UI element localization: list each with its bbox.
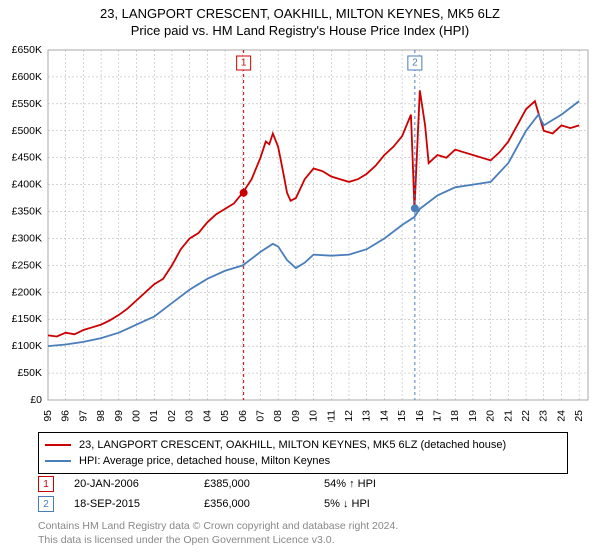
event-pct: 54% ↑ HPI (324, 478, 444, 490)
svg-text:2002: 2002 (166, 410, 178, 422)
legend-label: 23, LANGPORT CRESCENT, OAKHILL, MILTON K… (79, 439, 506, 451)
svg-text:2003: 2003 (184, 410, 196, 422)
svg-text:£400K: £400K (12, 179, 42, 191)
svg-text:2006: 2006 (237, 410, 249, 422)
svg-text:1: 1 (241, 58, 247, 69)
svg-text:£550K: £550K (12, 98, 42, 110)
event-price: £385,000 (204, 478, 324, 490)
svg-text:2007: 2007 (254, 410, 266, 422)
svg-text:2025: 2025 (573, 410, 585, 422)
svg-text:2009: 2009 (290, 410, 302, 422)
footer-line-2: This data is licensed under the Open Gov… (38, 534, 398, 548)
legend-swatch (45, 460, 71, 462)
svg-text:2020: 2020 (485, 410, 497, 422)
legend-item: 23, LANGPORT CRESCENT, OAKHILL, MILTON K… (45, 437, 561, 453)
svg-text:£300K: £300K (12, 232, 42, 244)
event-date: 18-SEP-2015 (74, 498, 204, 510)
event-row: 2 18-SEP-2015 £356,000 5% ↓ HPI (38, 494, 444, 514)
svg-text:2019: 2019 (467, 410, 479, 422)
svg-text:2022: 2022 (520, 410, 532, 422)
svg-text:£600K: £600K (12, 71, 42, 83)
svg-text:£350K: £350K (12, 206, 42, 218)
chart-area: £0 £50K £100K £150K £200K £250K £300K £350K £400… (0, 42, 600, 422)
event-row: 1 20-JAN-2006 £385,000 54% ↑ HPI (38, 474, 444, 494)
event-marker-2: 2 (38, 496, 54, 512)
legend-item: HPI: Average price, detached house, Milt… (45, 453, 561, 469)
svg-text:£150K: £150K (12, 313, 42, 325)
footer: Contains HM Land Registry data © Crown c… (38, 520, 398, 547)
svg-text:1999: 1999 (113, 410, 125, 422)
event-price: £356,000 (204, 498, 324, 510)
svg-text:£500K: £500K (12, 125, 42, 137)
svg-text:2011: 2011 (325, 410, 337, 422)
svg-text:2023: 2023 (538, 410, 550, 422)
svg-text:2000: 2000 (131, 410, 143, 422)
svg-text:1998: 1998 (95, 410, 107, 422)
chart-title-main: 23, LANGPORT CRESCENT, OAKHILL, MILTON K… (0, 6, 600, 21)
svg-text:£200K: £200K (12, 286, 42, 298)
svg-text:£100K: £100K (12, 340, 42, 352)
svg-text:2017: 2017 (432, 410, 444, 422)
svg-text:2015: 2015 (396, 410, 408, 422)
svg-text:1997: 1997 (77, 410, 89, 422)
svg-text:£450K: £450K (12, 152, 42, 164)
svg-text:1995: 1995 (42, 410, 54, 422)
svg-text:2008: 2008 (272, 410, 284, 422)
event-date: 20-JAN-2006 (74, 478, 204, 490)
svg-text:2014: 2014 (378, 410, 390, 422)
event-table: 1 20-JAN-2006 £385,000 54% ↑ HPI 2 18-SE… (38, 474, 444, 514)
svg-text:£0: £0 (30, 394, 42, 406)
legend-swatch (45, 444, 71, 446)
legend-box: 23, LANGPORT CRESCENT, OAKHILL, MILTON K… (38, 432, 568, 474)
svg-text:2004: 2004 (201, 410, 213, 422)
svg-text:£650K: £650K (12, 44, 42, 56)
svg-text:2012: 2012 (343, 410, 355, 422)
svg-text:2: 2 (412, 58, 418, 69)
svg-text:2005: 2005 (219, 410, 231, 422)
svg-text:2016: 2016 (414, 410, 426, 422)
svg-text:£50K: £50K (17, 367, 42, 379)
svg-text:2021: 2021 (502, 410, 514, 422)
svg-text:2024: 2024 (555, 410, 567, 422)
event-pct: 5% ↓ HPI (324, 498, 444, 510)
event-marker-1: 1 (38, 476, 54, 492)
chart-title-sub: Price paid vs. HM Land Registry's House … (0, 23, 600, 38)
footer-line-1: Contains HM Land Registry data © Crown c… (38, 520, 398, 534)
legend-label: HPI: Average price, detached house, Milt… (79, 455, 330, 467)
svg-text:2001: 2001 (148, 410, 160, 422)
svg-text:2013: 2013 (361, 410, 373, 422)
svg-text:1996: 1996 (60, 410, 72, 422)
svg-text:£250K: £250K (12, 259, 42, 271)
svg-text:2018: 2018 (449, 410, 461, 422)
svg-text:2010: 2010 (308, 410, 320, 422)
